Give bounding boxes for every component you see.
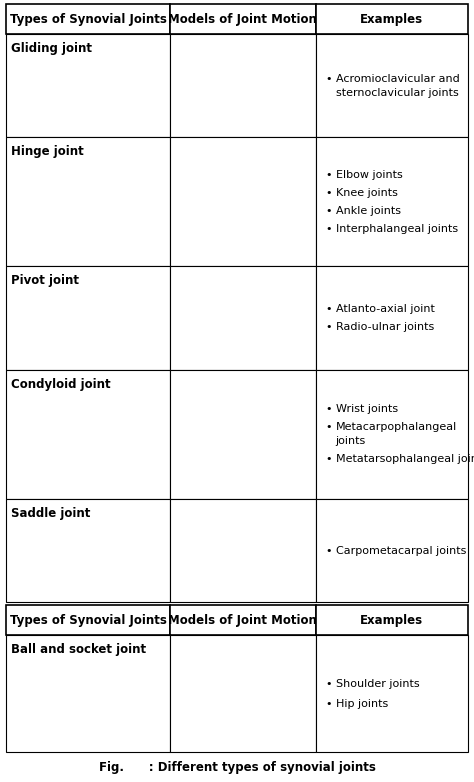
Text: Knee joints: Knee joints [336,188,397,198]
Text: •: • [326,404,332,414]
Bar [6,499,170,602]
Text: •: • [326,206,332,216]
Text: •: • [326,224,332,234]
Bar [6,605,170,635]
Bar [316,370,468,499]
Text: Fig.      : Different types of synovial joints: Fig. : Different types of synovial joint… [99,762,375,774]
Bar [170,267,316,370]
Bar [170,605,316,635]
Text: Wrist joints: Wrist joints [336,404,398,414]
Text: •: • [326,454,332,465]
Bar [170,34,316,138]
Text: Interphalangeal joints: Interphalangeal joints [336,224,458,234]
Text: Atlanto-axial joint: Atlanto-axial joint [336,304,434,314]
Text: •: • [326,188,332,198]
Bar [316,499,468,602]
Text: •: • [326,322,332,332]
Text: Elbow joints: Elbow joints [336,170,402,180]
Text: Shoulder joints: Shoulder joints [336,679,419,689]
Bar [316,4,468,34]
Text: •: • [326,304,332,314]
Bar [170,635,316,752]
Text: Models of Joint Motion: Models of Joint Motion [168,614,317,626]
Text: Hinge joint: Hinge joint [11,145,84,158]
Bar [316,605,468,635]
Bar [6,267,170,370]
Bar [170,138,316,267]
Bar [316,138,468,267]
Text: Metacarpophalangeal: Metacarpophalangeal [336,422,457,432]
Bar [6,138,170,267]
Text: Ball and socket joint: Ball and socket joint [11,643,146,656]
Text: •: • [326,546,332,555]
Bar [6,34,170,138]
Text: Radio-ulnar joints: Radio-ulnar joints [336,322,434,332]
Bar [170,370,316,499]
Text: Types of Synovial Joints: Types of Synovial Joints [9,614,166,626]
Text: •: • [326,698,332,708]
Bar [170,499,316,602]
Text: Metatarsophalangeal joints: Metatarsophalangeal joints [336,454,474,465]
Text: joints: joints [336,436,366,447]
Text: •: • [326,74,332,84]
Text: Acromioclavicular and: Acromioclavicular and [336,74,459,84]
Text: •: • [326,170,332,180]
Bar [6,635,170,752]
Bar [316,635,468,752]
Text: Hip joints: Hip joints [336,698,388,708]
Text: •: • [326,679,332,689]
Text: Carpometacarpal joints: Carpometacarpal joints [336,546,466,555]
Text: Saddle joint: Saddle joint [11,507,91,520]
Bar [170,4,316,34]
Text: Types of Synovial Joints: Types of Synovial Joints [9,13,166,26]
Text: Ankle joints: Ankle joints [336,206,401,216]
Text: Condyloid joint: Condyloid joint [11,378,110,391]
Bar [316,34,468,138]
Text: sternoclavicular joints: sternoclavicular joints [336,88,458,98]
Bar [316,267,468,370]
Text: Pivot joint: Pivot joint [11,274,79,288]
Bar [6,370,170,499]
Text: •: • [326,422,332,432]
Text: Examples: Examples [360,614,423,626]
Text: Gliding joint: Gliding joint [11,42,92,55]
Text: Models of Joint Motion: Models of Joint Motion [168,13,317,26]
Text: Examples: Examples [360,13,423,26]
Bar [6,4,170,34]
